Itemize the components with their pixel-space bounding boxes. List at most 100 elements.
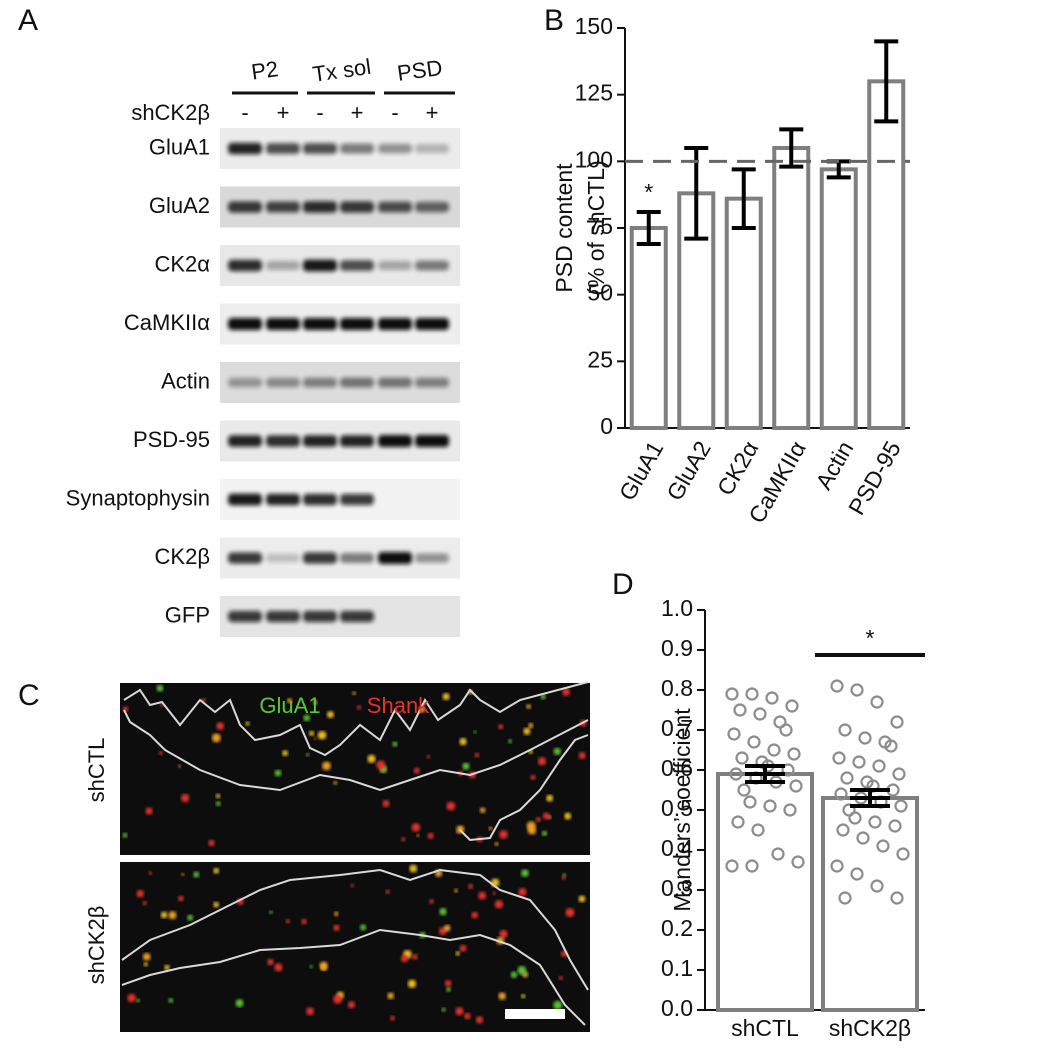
- punctum: [459, 945, 467, 952]
- data-point: [787, 747, 801, 761]
- punctum: [526, 704, 532, 709]
- punctum: [520, 994, 526, 999]
- group-label: Tx sol: [311, 54, 373, 87]
- band: [228, 318, 262, 330]
- punctum: [426, 754, 431, 759]
- punctum: [479, 807, 486, 814]
- punctum: [471, 911, 479, 919]
- punctum: [312, 700, 318, 705]
- band: [228, 610, 262, 623]
- data-point: [876, 839, 890, 853]
- punctum: [416, 833, 420, 838]
- punctum: [413, 767, 420, 774]
- band: [266, 260, 300, 271]
- data-point: [830, 679, 844, 693]
- punctum: [475, 1016, 484, 1024]
- data-point: [735, 751, 749, 765]
- punctum: [168, 998, 174, 1003]
- punctum: [407, 979, 417, 988]
- data-point: [789, 779, 803, 793]
- punctum: [542, 812, 550, 820]
- band: [266, 435, 300, 447]
- micrograph: [120, 683, 590, 855]
- punctum: [446, 801, 456, 811]
- data-point: [731, 815, 745, 829]
- y-tick-label: 0.5: [661, 795, 693, 821]
- data-point: [872, 759, 886, 773]
- punctum: [390, 1015, 395, 1021]
- punctum: [521, 869, 529, 877]
- band: [266, 318, 300, 330]
- data-point: [852, 755, 866, 769]
- punctum: [441, 1007, 446, 1012]
- bar: [819, 167, 858, 430]
- error-bar: [745, 764, 785, 784]
- data-point: [892, 767, 906, 781]
- band: [266, 493, 300, 506]
- data-point: [779, 723, 793, 737]
- punctum: [473, 730, 477, 734]
- band: [303, 435, 337, 447]
- punctum: [235, 999, 244, 1008]
- band: [228, 493, 262, 506]
- punctum: [376, 760, 386, 770]
- band: [415, 260, 449, 271]
- puncta: [122, 684, 587, 1024]
- y-tick-label: 1.0: [661, 595, 693, 621]
- lane-label: +: [351, 100, 364, 125]
- band: [378, 377, 412, 388]
- bar: [716, 772, 814, 1012]
- data-point: [850, 867, 864, 881]
- band: [415, 201, 449, 213]
- punctum: [444, 980, 452, 987]
- y-tick-label: 75: [587, 213, 613, 239]
- x-tick-label: Actin: [810, 437, 858, 494]
- band: [340, 201, 374, 213]
- group-label: PSD: [396, 55, 444, 86]
- band: [266, 143, 300, 154]
- punctum: [193, 871, 200, 878]
- punctum: [136, 998, 140, 1003]
- punctum: [429, 899, 434, 904]
- dendrite-outline: [123, 681, 589, 842]
- punctum: [498, 992, 506, 1000]
- y-tick-label: 100: [575, 146, 613, 172]
- error-bar: [874, 39, 899, 124]
- y-tick-label: 150: [575, 13, 613, 39]
- punctum: [142, 952, 151, 961]
- data-point: [848, 811, 862, 825]
- punctum: [488, 826, 493, 831]
- y-tick-label: 25: [587, 346, 613, 372]
- punctum: [412, 953, 418, 960]
- punctum: [352, 691, 356, 696]
- punctum: [541, 830, 548, 836]
- band: [340, 143, 374, 154]
- protein-label: Actin: [161, 368, 210, 393]
- data-point: [729, 767, 743, 781]
- punctum: [333, 924, 340, 931]
- punctum: [517, 966, 527, 975]
- lane-label: -: [316, 100, 323, 125]
- punctum: [382, 799, 390, 807]
- punctum: [385, 889, 390, 894]
- bar: [772, 146, 811, 430]
- punctum: [245, 721, 250, 726]
- data-point: [771, 847, 785, 861]
- band: [378, 143, 412, 154]
- protein-label: Synaptophysin: [66, 485, 210, 510]
- data-point: [870, 695, 884, 709]
- lane-label: -: [391, 100, 398, 125]
- punctum: [269, 910, 273, 915]
- data-point: [725, 859, 739, 873]
- data-point: [747, 735, 761, 749]
- data-point: [753, 707, 767, 721]
- punctum: [565, 908, 575, 917]
- punctum: [301, 918, 307, 925]
- y-tick-label: 0.9: [661, 635, 693, 661]
- punctum: [333, 911, 339, 917]
- y-tick-label: 0.4: [661, 835, 693, 861]
- group-label: P2: [250, 56, 280, 85]
- data-point: [868, 815, 882, 829]
- punctum: [285, 919, 291, 924]
